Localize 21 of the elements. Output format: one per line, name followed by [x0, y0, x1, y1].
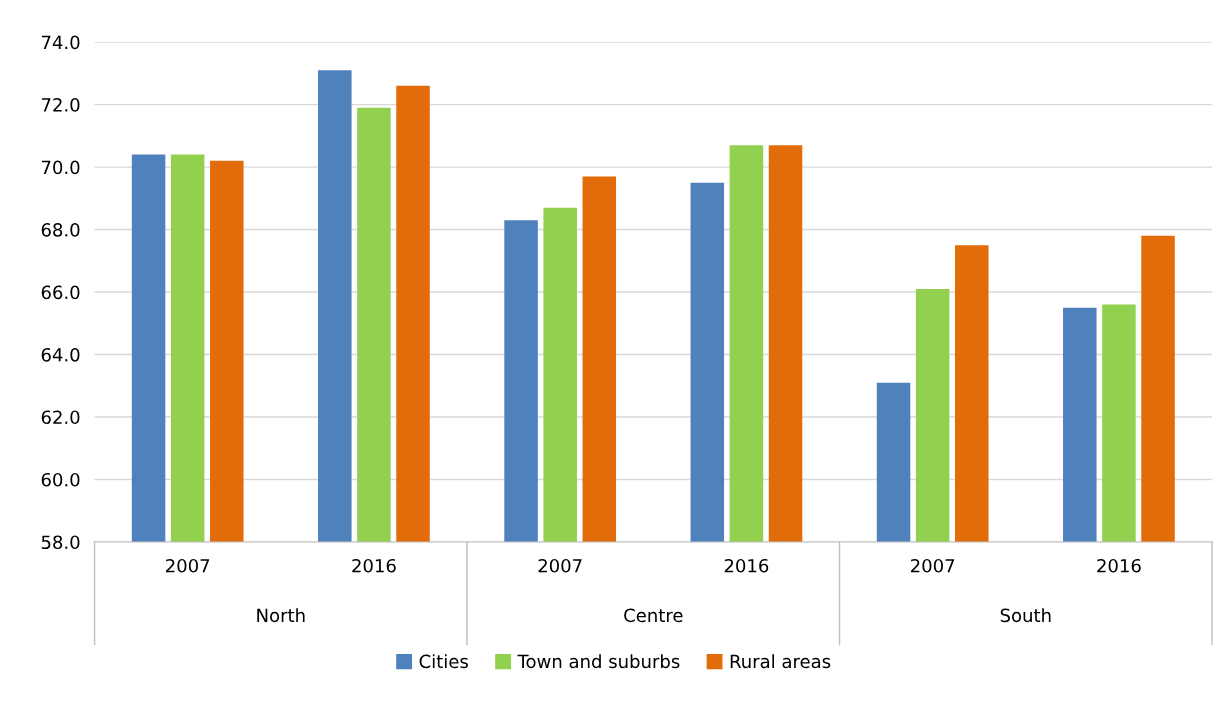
- y-tick-label: 74.0: [41, 35, 80, 50]
- x-tick-label: 2016: [1097, 558, 1141, 573]
- legend-label: Cities: [419, 654, 468, 669]
- x-tick-label: 2007: [538, 558, 582, 573]
- y-tick-label: 60.0: [41, 472, 80, 487]
- text: North: [257, 608, 305, 623]
- y-tick-label: 66.0: [41, 285, 80, 300]
- legend-label: Rural areas: [730, 654, 831, 669]
- y-tick-label: 58.0: [41, 535, 80, 550]
- y-tick-label: 72.0: [41, 98, 80, 112]
- y-tick-label: 62.0: [41, 410, 80, 425]
- y-tick-label: 70.0: [41, 160, 80, 175]
- x-tick-label: 2007: [911, 558, 955, 573]
- text: South: [1000, 608, 1051, 623]
- x-tick-label: 2016: [724, 558, 769, 573]
- legend-label: Town and suburbs: [517, 654, 680, 669]
- text: Centre: [624, 608, 683, 623]
- x-tick-label: 2016: [352, 558, 396, 573]
- y-tick-label: 68.0: [41, 223, 80, 237]
- x-tick-label: 2007: [166, 558, 210, 573]
- y-tick-label: 64.0: [41, 347, 80, 362]
